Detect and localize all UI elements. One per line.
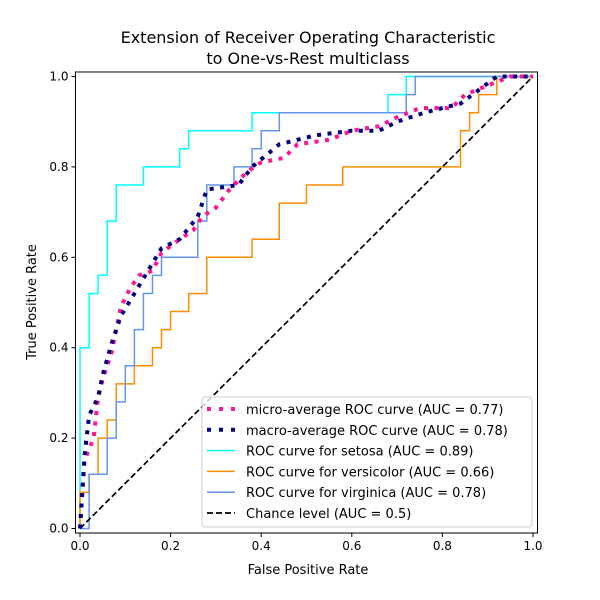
- x-tick-label: 0.6: [342, 539, 361, 553]
- y-tick-label: 0.0: [49, 522, 68, 536]
- y-tick-label: 0.6: [49, 250, 68, 264]
- x-tick-label: 0.0: [70, 539, 89, 553]
- legend-label-1: macro-average ROC curve (AUC = 0.78): [246, 424, 508, 439]
- y-tick-label: 0.2: [49, 431, 68, 445]
- series-line-0: [78, 74, 533, 529]
- x-tick-label: 0.2: [161, 539, 180, 553]
- x-tick-label: 0.8: [433, 539, 452, 553]
- plot-frame: [74, 71, 539, 534]
- chart-title-line-1: Extension of Receiver Operating Characte…: [121, 28, 496, 47]
- legend: micro-average ROC curve (AUC = 0.77) macr…: [201, 396, 533, 528]
- legend-label-5: Chance level (AUC = 0.5): [246, 507, 411, 522]
- series-line-4: [80, 75, 533, 530]
- legend-box: [201, 396, 533, 528]
- series-line-3: [79, 75, 533, 529]
- x-tick-label: 1.0: [523, 539, 542, 553]
- legend-label-3: ROC curve for versicolor (AUC = 0.66): [246, 465, 494, 480]
- series-line-2: [79, 75, 533, 529]
- curves: [78, 74, 534, 530]
- x-axis-label: False Positive Rate: [248, 563, 369, 578]
- y-tick-label: 0.8: [49, 160, 68, 174]
- legend-label-0: micro-average ROC curve (AUC = 0.77): [246, 403, 503, 418]
- axis-ticks: 0.0 0.2 0.4 0.6 0.8 1.0 0.0 0.2 0.4 0.6 0.8 1.0: [49, 70, 542, 554]
- y-tick-label: 0.4: [49, 341, 68, 355]
- legend-label-4: ROC curve for virginica (AUC = 0.78): [246, 486, 486, 501]
- chart-title-line-2: to One-vs-Rest multiclass: [206, 49, 409, 68]
- y-axis-label: True Positive Rate: [25, 244, 40, 361]
- legend-label-2: ROC curve for setosa (AUC = 0.89): [246, 445, 473, 460]
- series-line-1: [78, 74, 533, 529]
- x-tick-label: 0.4: [252, 539, 271, 553]
- y-tick-label: 1.0: [49, 70, 68, 84]
- series-line-5: [79, 75, 534, 530]
